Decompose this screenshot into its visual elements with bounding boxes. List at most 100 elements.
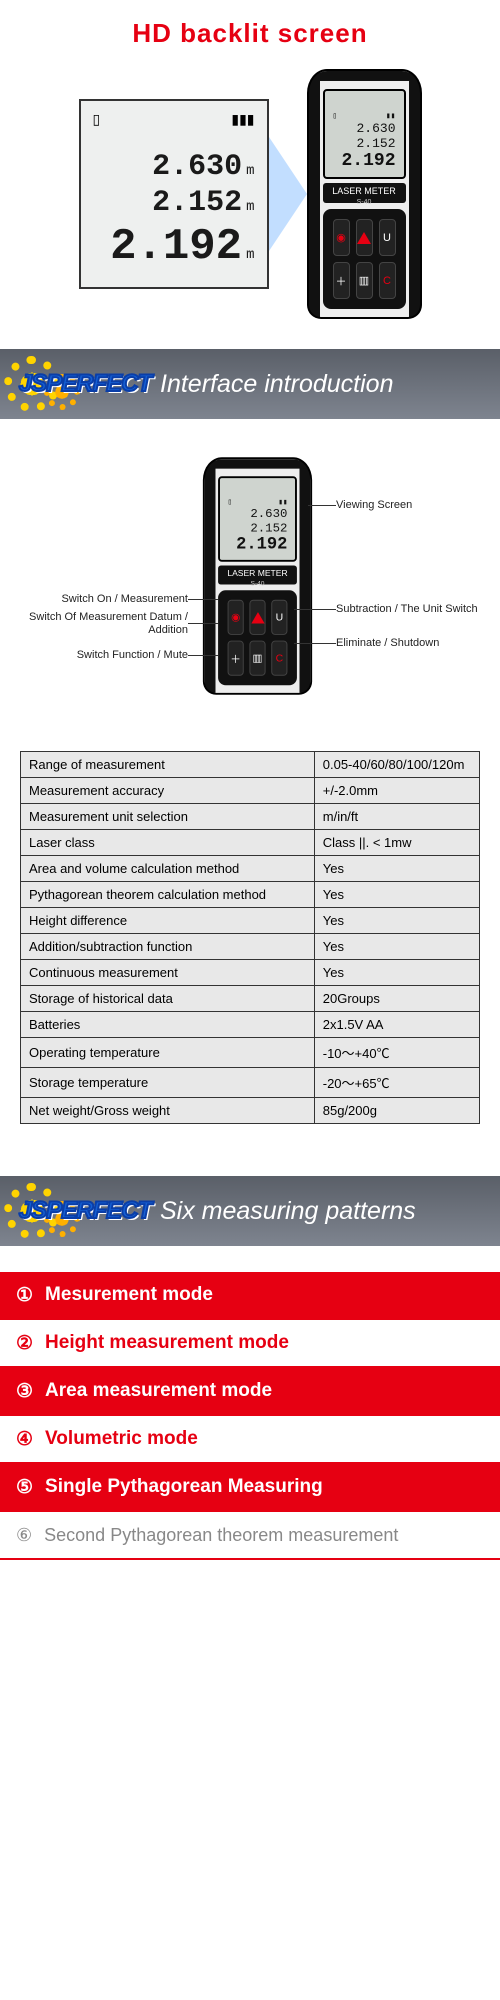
mode-row: ④ Volumetric mode xyxy=(0,1416,500,1464)
table-cell: Addition/subtraction function xyxy=(21,934,315,960)
header-interface-intro: JSPERFECT Interface introduction xyxy=(0,347,500,421)
plus-button: ＋ xyxy=(228,641,244,676)
table-cell: Laser class xyxy=(21,830,315,856)
table-cell: Range of measurement xyxy=(21,752,315,778)
measure-button xyxy=(356,219,373,256)
spec-table: Range of measurement0.05-40/60/80/100/12… xyxy=(20,751,480,1124)
mode-number: ⑥ xyxy=(16,1525,32,1546)
table-cell: Yes xyxy=(314,960,479,986)
table-cell: -20～+65℃ xyxy=(314,1068,479,1098)
table-row: Range of measurement0.05-40/60/80/100/12… xyxy=(21,752,480,778)
device-illustration: ▯▮▮ 2.630 2.152 2.192 LASER METER S-40 ◉… xyxy=(307,69,422,319)
lcd-screen-closeup: ▯ ▮▮▮ 2.630m 2.152m 2.192m xyxy=(79,99,269,289)
mode-label: Volumetric mode xyxy=(45,1428,198,1450)
table-row: Net weight/Gross weight85g/200g xyxy=(21,1098,480,1124)
device-reading-1: 2.630 xyxy=(333,121,396,136)
table-cell: Yes xyxy=(314,856,479,882)
mode-row: ⑤Single Pythagorean Measuring xyxy=(0,1464,500,1512)
header-title: Interface introduction xyxy=(160,370,393,399)
logo-text: JSPERFECT xyxy=(19,1197,151,1225)
mode-row: ⑥Second Pythagorean theorem measurement xyxy=(0,1512,500,1560)
device-reading-2: 2.152 xyxy=(333,136,396,151)
lcd-unit: m xyxy=(246,163,254,179)
device-keypad: ◉ U ＋ ▥ C xyxy=(323,209,406,309)
mode-label: Height measurement mode xyxy=(45,1332,289,1354)
table-row: Measurement accuracy+/-2.0mm xyxy=(21,778,480,804)
lcd-unit: m xyxy=(246,199,254,215)
mode-number: ④ xyxy=(16,1428,33,1451)
lcd-top-row: ▯ ▮▮▮ xyxy=(93,111,255,128)
table-cell: +/-2.0mm xyxy=(314,778,479,804)
callout-eliminate: Eliminate / Shutdown xyxy=(336,637,496,650)
mode-row: ① Mesurement mode xyxy=(0,1272,500,1320)
callout-viewing-screen: Viewing Screen xyxy=(336,499,476,512)
table-row: Pythagorean theorem calculation methodYe… xyxy=(21,882,480,908)
table-cell: 2x1.5V AA xyxy=(314,1012,479,1038)
table-row: Batteries2x1.5V AA xyxy=(21,1012,480,1038)
mode-label: Single Pythagorean Measuring xyxy=(45,1476,323,1498)
section-hd-backlit: HD backlit screen ▯ ▮▮▮ 2.630m 2.152m 2.… xyxy=(0,0,500,347)
mode-number: ② xyxy=(16,1332,33,1355)
logo-text: JSPERFECT xyxy=(19,370,151,398)
callout-datum: Switch Of Measurement Datum / Addition xyxy=(8,611,188,637)
callout-mute: Switch Function / Mute xyxy=(8,649,188,662)
unit-button: U xyxy=(271,600,287,635)
table-cell: Pythagorean theorem calculation method xyxy=(21,882,315,908)
lcd-value-2: 2.152 xyxy=(152,186,242,220)
table-cell: Storage of historical data xyxy=(21,986,315,1012)
table-row: Height differenceYes xyxy=(21,908,480,934)
callout-subtraction: Subtraction / The Unit Switch xyxy=(336,603,496,616)
table-cell: Continuous measurement xyxy=(21,960,315,986)
table-row: Measurement unit selectionm/in/ft xyxy=(21,804,480,830)
func-button: ▥ xyxy=(249,641,265,676)
section-interface-intro: ▯▮▮ 2.630 2.152 2.192 LASER METER S-40 ◉… xyxy=(0,421,500,1174)
section-measuring-patterns: ① Mesurement mode ② Height measurement mode… xyxy=(0,1248,500,1580)
unit-button: U xyxy=(379,219,396,256)
table-row: Storage temperature-20～+65℃ xyxy=(21,1068,480,1098)
mode-row: ② Height measurement mode xyxy=(0,1320,500,1368)
on-button: ◉ xyxy=(333,219,350,256)
lcd-value-3: 2.192 xyxy=(110,222,242,272)
table-cell: Area and volume calculation method xyxy=(21,856,315,882)
table-cell: Class ||. < 1mw xyxy=(314,830,479,856)
device-screen: ▯▮▮ 2.630 2.152 2.192 xyxy=(218,476,297,562)
clear-button: C xyxy=(271,641,287,676)
table-row: Laser classClass ||. < 1mw xyxy=(21,830,480,856)
plus-button: ＋ xyxy=(333,262,350,299)
clear-button: C xyxy=(379,262,396,299)
table-row: Storage of historical data20Groups xyxy=(21,986,480,1012)
table-cell: Yes xyxy=(314,882,479,908)
table-cell: Measurement unit selection xyxy=(21,804,315,830)
table-cell: Storage temperature xyxy=(21,1068,315,1098)
func-button: ▥ xyxy=(356,262,373,299)
hd-screen-diagram: ▯ ▮▮▮ 2.630m 2.152m 2.192m ▯▮▮ 2.630 2.1… xyxy=(0,69,500,319)
light-beam-icon xyxy=(267,134,307,254)
device-reading-3: 2.192 xyxy=(333,151,396,171)
lcd-unit: m xyxy=(246,247,254,263)
brand-logo: JSPERFECT xyxy=(10,354,160,414)
mode-number: ① xyxy=(16,1284,33,1307)
mode-row: ③Area measurement mode xyxy=(0,1368,500,1416)
mode-label: Mesurement mode xyxy=(45,1284,213,1306)
section-title: HD backlit screen xyxy=(0,18,500,49)
device-label: LASER METER S-40 xyxy=(218,566,297,585)
reference-icon: ▯ xyxy=(93,111,101,128)
mode-label: Area measurement mode xyxy=(45,1380,272,1402)
table-cell: 20Groups xyxy=(314,986,479,1012)
table-cell: Height difference xyxy=(21,908,315,934)
on-button: ◉ xyxy=(228,600,244,635)
lcd-reading-1: 2.630m xyxy=(93,150,255,184)
table-cell: 85g/200g xyxy=(314,1098,479,1124)
measure-button xyxy=(249,600,265,635)
lcd-reading-2: 2.152m xyxy=(93,186,255,220)
header-measuring-patterns: JSPERFECT Six measuring patterns xyxy=(0,1174,500,1248)
lcd-value-1: 2.630 xyxy=(152,150,242,184)
table-row: Area and volume calculation methodYes xyxy=(21,856,480,882)
table-cell: Net weight/Gross weight xyxy=(21,1098,315,1124)
table-cell: 0.05-40/60/80/100/120m xyxy=(314,752,479,778)
battery-icon: ▮▮▮ xyxy=(231,111,254,128)
table-row: Addition/subtraction functionYes xyxy=(21,934,480,960)
table-cell: Yes xyxy=(314,908,479,934)
table-cell: Measurement accuracy xyxy=(21,778,315,804)
table-cell: m/in/ft xyxy=(314,804,479,830)
